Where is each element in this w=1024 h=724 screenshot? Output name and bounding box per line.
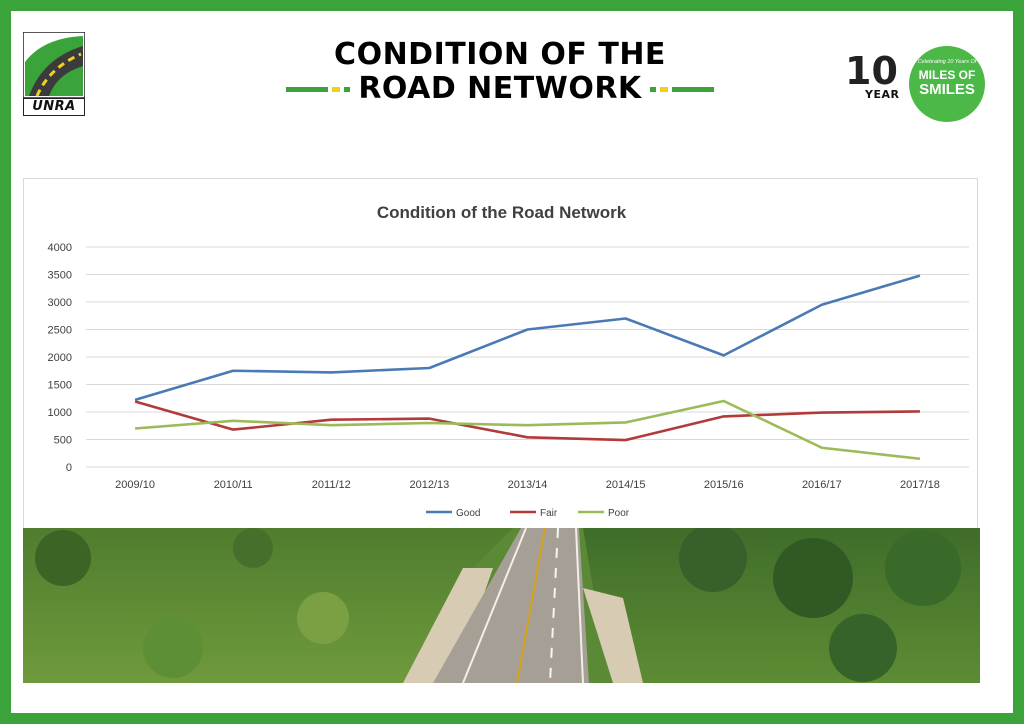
page-title: CONDITION OF THE ROAD NETWORK (260, 38, 740, 106)
series-line-fair (134, 400, 920, 442)
y-tick-label: 3500 (48, 270, 72, 282)
y-tick-label: 0 (66, 462, 72, 474)
line-chart: 0 500 1000 1500 2000 2500 3000 3500 4000 2009/10 2… (48, 242, 969, 519)
x-tick-label: 2009/10 (115, 479, 155, 491)
y-tick-label: 1000 (48, 407, 72, 419)
y-tick-label: 2000 (48, 352, 72, 364)
miles-of-smiles-badge: Celebrating 10 Years Of MILES OF SMILES (909, 46, 985, 122)
title-line-1: CONDITION OF THE (334, 37, 666, 72)
badge-line-2: SMILES (919, 81, 975, 98)
x-tick-label: 2010/11 (214, 479, 253, 491)
x-tick-label: 2011/12 (312, 479, 351, 491)
badge-line-1: MILES OF (918, 68, 976, 82)
badge-tagline: Celebrating 10 Years Of (917, 59, 977, 65)
chart-panel: Condition of the Road Network 0 500 1000 15… (23, 178, 978, 534)
series-line-good (134, 274, 921, 402)
x-tick-label: 2012/13 (410, 479, 450, 491)
x-tick-label: 2014/15 (606, 479, 646, 491)
y-tick-label: 2500 (48, 325, 72, 337)
road-landscape-photo-icon (23, 528, 980, 683)
x-tick-label: 2016/17 (802, 479, 842, 491)
title-line-2: ROAD NETWORK (358, 71, 642, 106)
ten-number: 10 (845, 49, 898, 93)
x-tick-label: 2015/16 (704, 479, 744, 491)
title-deco-right (649, 86, 714, 92)
y-tick-label: 4000 (48, 242, 72, 254)
y-tick-label: 1500 (48, 380, 72, 392)
unra-logo: UNRA (23, 32, 85, 116)
ten-year-anniversary-logo: 10 YEAR Celebrating 10 Years Of MILES OF… (841, 38, 985, 128)
series-line-poor (134, 399, 921, 461)
road-logo-icon (23, 32, 85, 98)
chart-title: Condition of the Road Network (376, 203, 627, 222)
x-tick-label: 2017/18 (900, 479, 940, 491)
x-tick-label: 2013/14 (508, 479, 548, 491)
year-text: YEAR (865, 88, 900, 101)
legend-label-poor: Poor (608, 508, 630, 519)
legend-label-good: Good (456, 508, 480, 519)
logo-wordmark: UNRA (23, 98, 85, 116)
road-landscape-photo (23, 528, 980, 683)
y-tick-label: 3000 (48, 297, 72, 309)
y-tick-label: 500 (54, 435, 72, 447)
legend-label-fair: Fair (540, 508, 558, 519)
title-deco-left (286, 86, 351, 92)
